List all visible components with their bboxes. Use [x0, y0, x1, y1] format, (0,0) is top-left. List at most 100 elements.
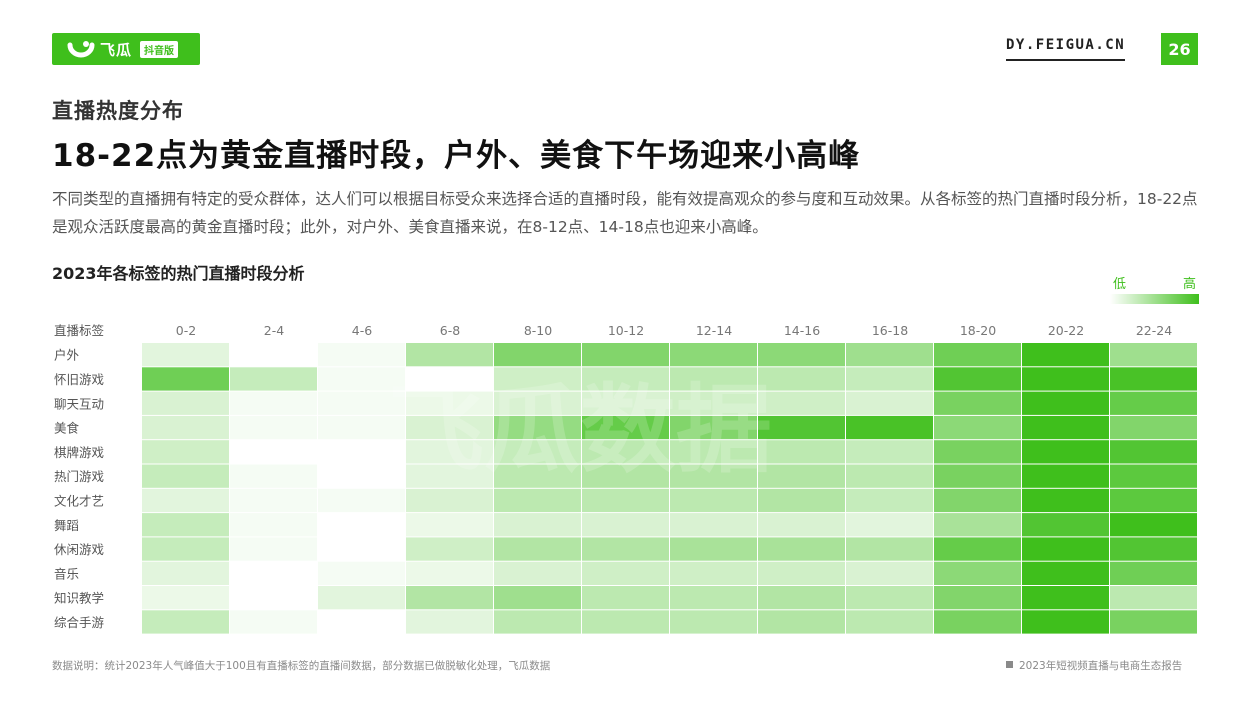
heatmap-cell: [1110, 586, 1197, 610]
data-footnote: 数据说明：统计2023年人气峰值大于100且有直播标签的直播间数据，部分数据已做…: [52, 660, 551, 672]
heatmap-cell: [670, 415, 757, 440]
heatmap-cell: [670, 440, 757, 464]
page-description: 不同类型的直播拥有特定的受众群体，达人们可以根据目标受众来选择合适的直播时段，能…: [52, 190, 1198, 236]
heatmap-cell: [934, 391, 1021, 415]
heatmap-cell: [758, 610, 845, 634]
heatmap-cell: [318, 391, 405, 415]
heatmap-cell: [318, 586, 405, 610]
heatmap-cell: [1110, 488, 1197, 513]
heatmap-cell: [230, 415, 317, 440]
heatmap-cell: [406, 391, 493, 415]
heatmap-cell: [1022, 610, 1109, 634]
heatmap-cell: [406, 488, 493, 513]
heatmap-cell: [318, 513, 405, 537]
heatmap-cell: [582, 488, 669, 513]
heatmap-cell: [142, 343, 229, 367]
heatmap-cell: [494, 415, 581, 440]
heatmap-cell: [1110, 464, 1197, 488]
y-tick-label: 文化才艺: [54, 493, 104, 508]
heatmap-cell: [934, 610, 1021, 634]
heatmap-cell: [758, 586, 845, 610]
heatmap-cell: [142, 513, 229, 537]
legend-gradient-bar: [1110, 294, 1199, 304]
corner-label: 直播标签: [54, 323, 105, 338]
heatmap-cell: [494, 440, 581, 464]
x-tick-label: 0-2: [176, 323, 196, 338]
heatmap-cell: [142, 464, 229, 488]
heatmap-cell: [494, 464, 581, 488]
heatmap-cell: [758, 367, 845, 391]
heatmap-cell: [318, 367, 405, 391]
heatmap-cell: [494, 537, 581, 561]
heatmap-cell: [230, 440, 317, 464]
heatmap-cell: [670, 561, 757, 585]
heatmap-cell: [142, 561, 229, 585]
heatmap-chart: 直播标签 0-2 2-4 4-6 6-8 8-10 10-12 12-14 14-16 16-18…: [50, 318, 1210, 642]
heatmap-cell: [406, 561, 493, 585]
heatmap-cell: [582, 464, 669, 488]
y-tick-label: 聊天互动: [54, 396, 104, 411]
legend-low-label: 低: [1113, 277, 1127, 292]
x-tick-label: 20-22: [1048, 323, 1084, 338]
heatmap-cell: [318, 343, 405, 367]
report-title-text: 2023年短视频直播与电商生态报告: [1019, 660, 1183, 672]
heatmap-cell: [230, 537, 317, 561]
heatmap-cell: [1110, 343, 1197, 367]
heatmap-cell: [230, 610, 317, 634]
site-url[interactable]: DY.FEIGUA.CN: [1006, 37, 1126, 61]
heatmap-cell: [934, 537, 1021, 561]
heatmap-cell: [758, 488, 845, 513]
heatmap-cell: [758, 561, 845, 585]
heatmap-cell: [142, 367, 229, 391]
heatmap-cell: [406, 367, 493, 391]
heatmap-cell: [406, 586, 493, 610]
heatmap-cell: [846, 488, 933, 513]
heatmap-cell: [582, 440, 669, 464]
heatmap-cell: [230, 464, 317, 488]
brand-logo: 飞瓜 抖音版: [52, 33, 200, 65]
heatmap-svg: 直播标签 0-2 2-4 4-6 6-8 8-10 10-12 12-14 14-16 16-18…: [54, 323, 1197, 634]
x-tick-label: 16-18: [872, 323, 908, 338]
heatmap-cell: [1022, 440, 1109, 464]
heatmap-cell: [230, 343, 317, 367]
x-tick-label: 2-4: [264, 323, 284, 338]
heatmap-cell: [1022, 586, 1109, 610]
heatmap-cell: [318, 464, 405, 488]
heatmap-cell: [230, 586, 317, 610]
heatmap-cell: [582, 513, 669, 537]
heatmap-cell: [582, 537, 669, 561]
heatmap-cell: [230, 391, 317, 415]
heatmap-cell: [934, 367, 1021, 391]
heatmap-cell: [758, 513, 845, 537]
x-tick-label: 22-24: [1136, 323, 1172, 338]
heatmap-cell: [934, 513, 1021, 537]
heatmap-cell: [758, 391, 845, 415]
heatmap-cell: [494, 488, 581, 513]
heatmap-cell: [406, 415, 493, 440]
heatmap-cell: [670, 464, 757, 488]
heatmap-cell: [934, 586, 1021, 610]
heatmap-cell: [1110, 415, 1197, 440]
heatmap-cell: [230, 561, 317, 585]
heatmap-cell: [142, 391, 229, 415]
heatmap-cell: [1110, 561, 1197, 585]
watermark-text: 飞瓜数据: [388, 374, 772, 486]
y-tick-label: 怀旧游戏: [54, 372, 104, 387]
x-tick-label: 4-6: [352, 323, 372, 338]
heatmap-cell: [670, 488, 757, 513]
heatmap-cell: [758, 415, 845, 440]
heatmap-cell: [1110, 440, 1197, 464]
heatmap-cell: [670, 367, 757, 391]
heatmap-cell: [494, 610, 581, 634]
heatmap-cell: [1022, 464, 1109, 488]
heatmap-cell: [406, 464, 493, 488]
heatmap-cell: [670, 586, 757, 610]
heatmap-cell: [494, 561, 581, 585]
report-title: 2023年短视频直播与电商生态报告: [1006, 658, 1182, 673]
feigua-logo-icon: [67, 41, 95, 58]
heatmap-cell: [494, 391, 581, 415]
page-headline: 18-22点为黄金直播时段，户外、美食下午场迎来小高峰: [52, 138, 861, 174]
heatmap-cell: [1110, 391, 1197, 415]
heatmap-cell: [582, 415, 669, 440]
heatmap-cell: [758, 464, 845, 488]
